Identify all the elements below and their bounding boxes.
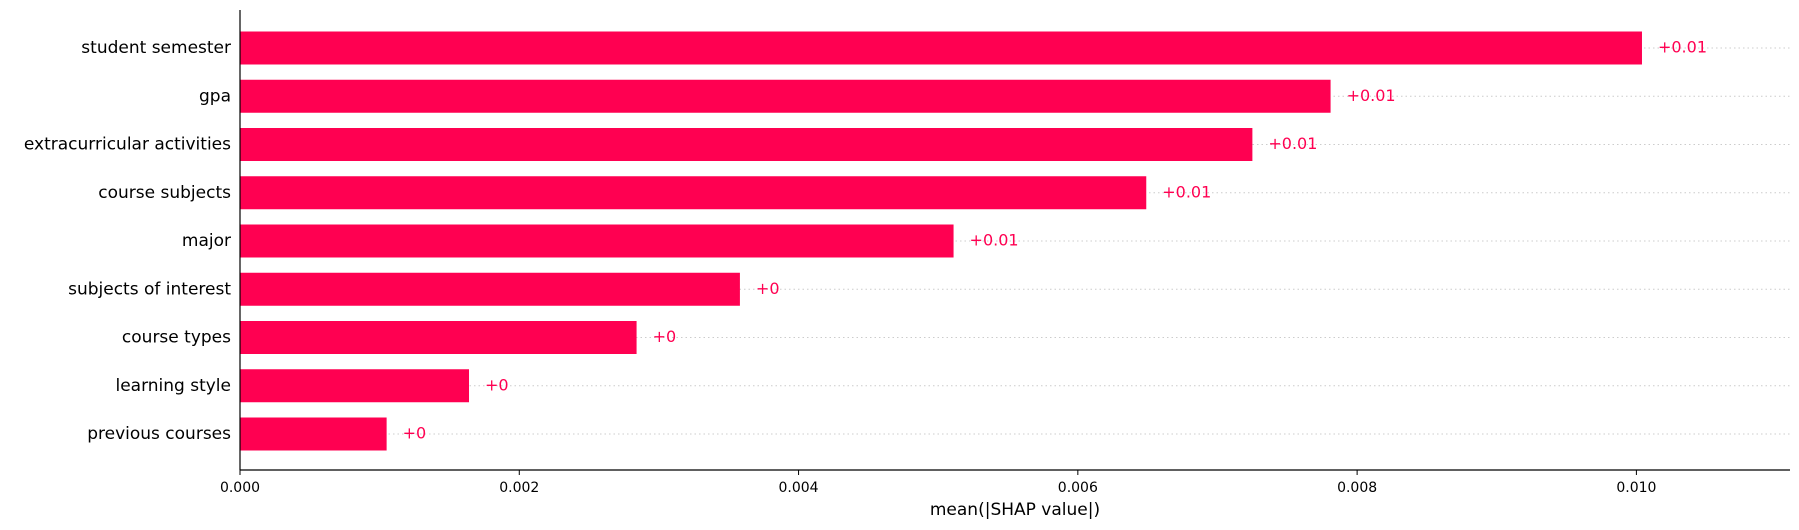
bar-value-label: +0.01 <box>1162 182 1211 201</box>
bar <box>240 79 1331 113</box>
bar-value-label: +0 <box>485 375 509 394</box>
x-tick-label: 0.002 <box>499 480 539 496</box>
category-label: previous courses <box>87 424 231 444</box>
bar-value-label: +0.01 <box>1658 38 1707 57</box>
category-label: major <box>182 231 231 251</box>
category-label: extracurricular activities <box>24 135 231 155</box>
x-tick-label: 0.000 <box>220 480 260 496</box>
category-label: course types <box>122 328 231 348</box>
x-tick-label: 0.004 <box>779 480 819 496</box>
axes <box>239 10 1790 471</box>
bar <box>240 128 1253 161</box>
x-axis-title: mean(|SHAP value|) <box>930 500 1100 520</box>
bar-value-label: +0.01 <box>1268 134 1317 153</box>
bar <box>240 176 1147 210</box>
category-labels: student semester gpa extracurricular activ… <box>24 38 231 444</box>
x-ticks: 0.000 0.002 0.004 0.006 0.008 0.010 <box>220 470 1656 496</box>
bar <box>240 369 470 403</box>
bar <box>240 321 637 354</box>
value-labels: +0.01 +0.01 +0.01 +0.01 +0.01 +0 +0 +0 +0 <box>403 38 1707 443</box>
category-label: learning style <box>115 376 231 396</box>
bar <box>240 224 954 258</box>
bar <box>240 417 387 451</box>
x-tick-label: 0.008 <box>1337 480 1377 496</box>
bar-value-label: +0.01 <box>970 231 1019 250</box>
bar <box>240 272 740 306</box>
category-label: student semester <box>81 38 231 58</box>
category-label: gpa <box>199 86 231 106</box>
category-label: course subjects <box>98 183 231 203</box>
x-tick-label: 0.006 <box>1058 480 1098 496</box>
x-tick-label: 0.010 <box>1616 480 1656 496</box>
bar-value-label: +0 <box>403 424 427 443</box>
bar-value-label: +0 <box>756 279 780 298</box>
category-label: subjects of interest <box>68 279 231 299</box>
bar-value-label: +0.01 <box>1347 86 1396 105</box>
bars <box>240 31 1642 451</box>
bar-value-label: +0 <box>653 327 677 346</box>
bar <box>240 31 1642 65</box>
